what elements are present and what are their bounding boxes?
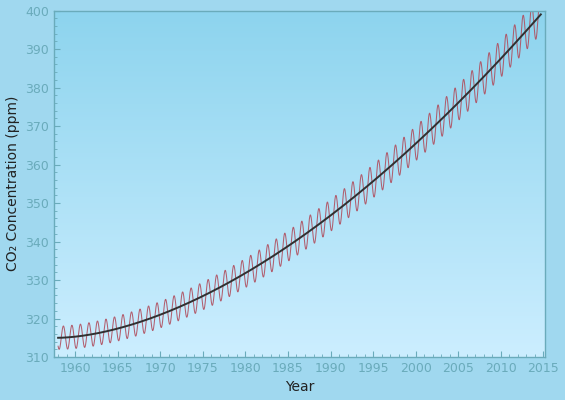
Y-axis label: CO₂ Concentration (ppm): CO₂ Concentration (ppm) — [6, 96, 20, 272]
X-axis label: Year: Year — [285, 380, 314, 394]
